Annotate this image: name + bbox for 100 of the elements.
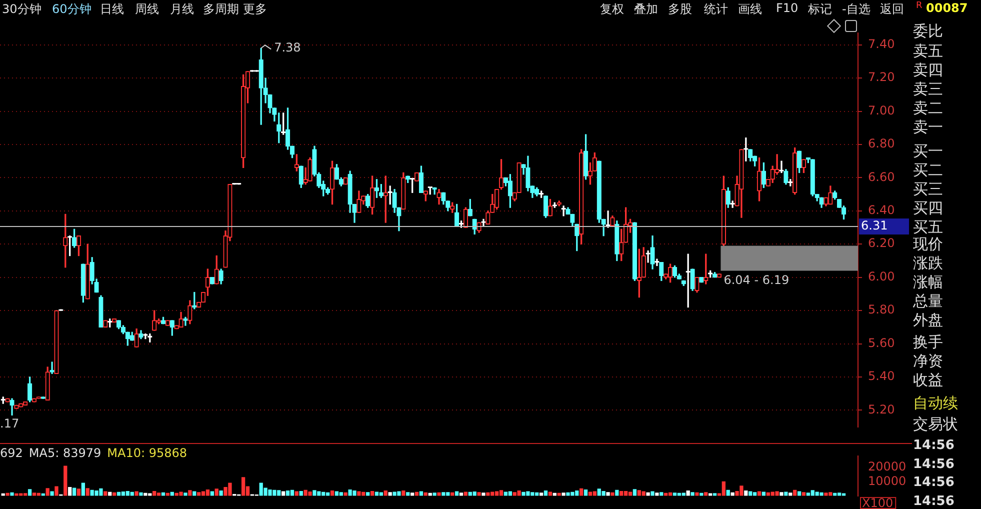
text: 多股 bbox=[668, 1, 692, 18]
text: 00087 bbox=[926, 1, 968, 15]
text: 买四 bbox=[913, 199, 943, 217]
bar bbox=[402, 490, 406, 496]
text: 多周期 bbox=[203, 1, 239, 18]
bar bbox=[615, 490, 619, 496]
bar bbox=[28, 489, 32, 496]
text: 14:56 bbox=[913, 437, 954, 455]
text: 外盘 bbox=[913, 311, 943, 329]
bar bbox=[775, 491, 779, 496]
bar bbox=[748, 491, 752, 496]
candlestick bbox=[779, 160, 784, 174]
bar bbox=[708, 493, 712, 496]
band-label: 6.04 - 6.19 bbox=[724, 272, 790, 287]
text: 买二 bbox=[913, 161, 943, 179]
bar bbox=[730, 492, 734, 496]
y-tick-label: 5.60 bbox=[868, 336, 895, 350]
text: 月线 bbox=[170, 1, 194, 18]
text: 日线 bbox=[100, 1, 124, 18]
text: X100 bbox=[862, 496, 894, 509]
bar bbox=[562, 492, 566, 496]
text: 收益 bbox=[913, 371, 943, 389]
bar bbox=[214, 488, 218, 496]
text: R bbox=[916, 1, 922, 11]
text: 复权 bbox=[600, 1, 624, 18]
text: 总量 bbox=[913, 292, 943, 310]
bar bbox=[81, 482, 86, 496]
text: -自选 bbox=[842, 1, 870, 18]
bar bbox=[76, 488, 81, 496]
y-tick-label: 5.20 bbox=[868, 402, 895, 416]
annotation: MA10: 95868 bbox=[107, 446, 188, 460]
bar bbox=[286, 490, 290, 496]
bar bbox=[610, 492, 614, 496]
bar bbox=[419, 491, 424, 496]
bar bbox=[508, 491, 512, 496]
bar bbox=[379, 492, 384, 496]
bar bbox=[32, 492, 36, 496]
bar bbox=[499, 490, 504, 496]
bar bbox=[784, 492, 788, 496]
bar bbox=[86, 488, 90, 496]
text: 买五 bbox=[913, 218, 943, 236]
bar bbox=[241, 477, 246, 496]
text: 60分钟 bbox=[52, 1, 92, 18]
bar bbox=[592, 491, 597, 496]
bar bbox=[410, 492, 414, 496]
bar bbox=[134, 491, 138, 496]
bar bbox=[144, 492, 148, 496]
bar bbox=[690, 492, 694, 496]
text: F10 bbox=[776, 1, 798, 15]
text: 30分钟 bbox=[2, 1, 42, 18]
bar bbox=[294, 491, 299, 496]
bar bbox=[837, 492, 842, 496]
bar bbox=[46, 488, 50, 496]
bar bbox=[179, 492, 183, 496]
bar bbox=[312, 490, 316, 496]
text: 14:56 bbox=[913, 492, 954, 509]
y-tick-label: 6.60 bbox=[868, 170, 895, 184]
text: 画线 bbox=[738, 1, 762, 18]
bar bbox=[757, 491, 762, 496]
bar bbox=[459, 492, 464, 496]
bar bbox=[10, 492, 14, 496]
text: 返回 bbox=[880, 1, 904, 18]
bar bbox=[156, 492, 161, 496]
bar bbox=[780, 492, 784, 496]
bar bbox=[64, 466, 68, 496]
text: 14:56 bbox=[913, 474, 954, 492]
text: 标记 bbox=[808, 1, 832, 18]
y-tick-label: 6.80 bbox=[868, 136, 895, 151]
bar bbox=[139, 492, 143, 496]
bar bbox=[188, 490, 192, 496]
bar bbox=[432, 492, 436, 496]
y-tick-label: 6.40 bbox=[868, 203, 895, 218]
annotation: .17 bbox=[0, 416, 20, 430]
bar bbox=[797, 491, 802, 496]
bar bbox=[282, 491, 286, 496]
text: 卖一 bbox=[913, 118, 943, 136]
annotation: 692 bbox=[0, 446, 23, 460]
bar bbox=[806, 492, 810, 496]
bar bbox=[334, 491, 339, 496]
annotation: 7.38 bbox=[274, 40, 301, 54]
text: 交易状 bbox=[913, 415, 958, 433]
y-tick-label: 5.40 bbox=[868, 369, 895, 384]
bar bbox=[642, 491, 646, 496]
y-tick-label: 6.00 bbox=[868, 269, 895, 284]
text: 卖四 bbox=[913, 61, 943, 79]
bar bbox=[580, 488, 584, 496]
bar bbox=[477, 492, 481, 496]
text: 卖二 bbox=[913, 99, 943, 117]
text: 换手 bbox=[913, 333, 943, 351]
bar bbox=[210, 491, 214, 496]
text: 买三 bbox=[913, 180, 943, 198]
text: 现价 bbox=[913, 235, 943, 253]
annotation: MA5: 83979 bbox=[28, 446, 102, 460]
text: 更多 bbox=[243, 1, 267, 18]
bar bbox=[482, 492, 486, 496]
bar bbox=[384, 490, 388, 496]
bar bbox=[201, 491, 206, 496]
bar bbox=[54, 486, 58, 496]
y-tick-label: 7.20 bbox=[868, 70, 895, 84]
bar bbox=[486, 492, 490, 496]
